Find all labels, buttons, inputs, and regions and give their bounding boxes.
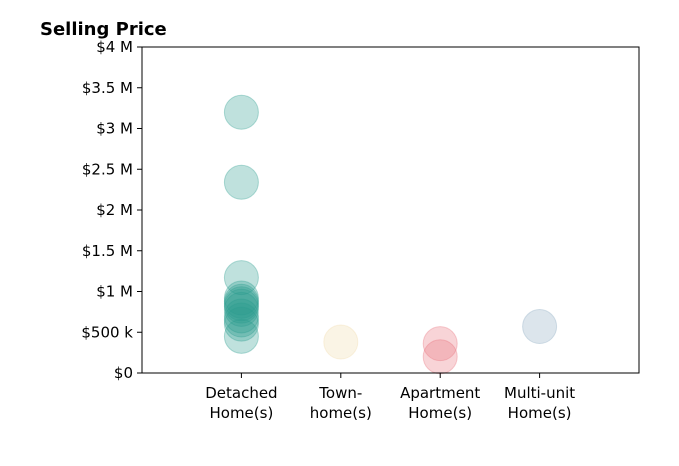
y-axis: $0 $500 k $1 M $1.5 M $2 M $2.5 M $3 M $3.5 M $4… <box>81 38 142 382</box>
x-tick-label-line: Home(s) <box>209 404 273 422</box>
y-tick-label: $4 M <box>96 38 133 56</box>
y-tick-label: $500 k <box>81 323 133 341</box>
y-tick-label: $2 M <box>96 201 133 219</box>
data-point-detached <box>223 260 259 296</box>
y-tick-label: $1 M <box>96 283 133 301</box>
y-tick-label: $0 <box>114 364 133 382</box>
data-point-detached <box>223 94 259 130</box>
y-tick-label: $3.5 M <box>82 79 133 97</box>
data-point-apartment <box>422 339 458 375</box>
y-tick-label: $3 M <box>96 120 133 138</box>
y-tick-label: $2.5 M <box>82 160 133 178</box>
x-tick-label-line: Multi-unit <box>504 384 575 402</box>
data-point-detached <box>223 318 259 354</box>
x-tick-label: Detached Home(s) <box>205 384 277 422</box>
x-tick-label: Multi-unit Home(s) <box>504 384 575 422</box>
x-tick-label-line: Home(s) <box>508 404 572 422</box>
x-tick-label-line: Home(s) <box>408 404 472 422</box>
x-tick-label: Town-home(s) <box>310 384 372 422</box>
data-point-detached <box>223 291 259 327</box>
data-point-multi <box>522 309 558 345</box>
x-tick-label-line: Apartment <box>400 384 480 402</box>
data-point-detached <box>223 286 259 322</box>
data-point-apartment <box>422 326 458 362</box>
data-point-detached <box>223 164 259 200</box>
points-layer <box>223 94 558 375</box>
data-point-detached <box>223 283 259 319</box>
data-point-town <box>323 324 359 360</box>
y-tick-label: $1.5 M <box>82 242 133 260</box>
data-point-detached <box>223 298 259 334</box>
data-point-detached <box>223 288 259 324</box>
x-tick-label: Apartment Home(s) <box>400 384 480 422</box>
data-point-detached <box>223 306 259 342</box>
x-axis: Detached Home(s) Town-home(s) Apartment Home… <box>205 373 575 422</box>
x-tick-label-line: Town- <box>318 384 362 402</box>
x-tick-label-line: Detached <box>205 384 277 402</box>
chart-title: Selling Price <box>40 19 167 40</box>
plot-frame <box>141 46 640 374</box>
data-point-detached <box>223 302 259 338</box>
x-tick-label-line: home(s) <box>310 404 372 422</box>
data-point-detached <box>223 280 259 316</box>
